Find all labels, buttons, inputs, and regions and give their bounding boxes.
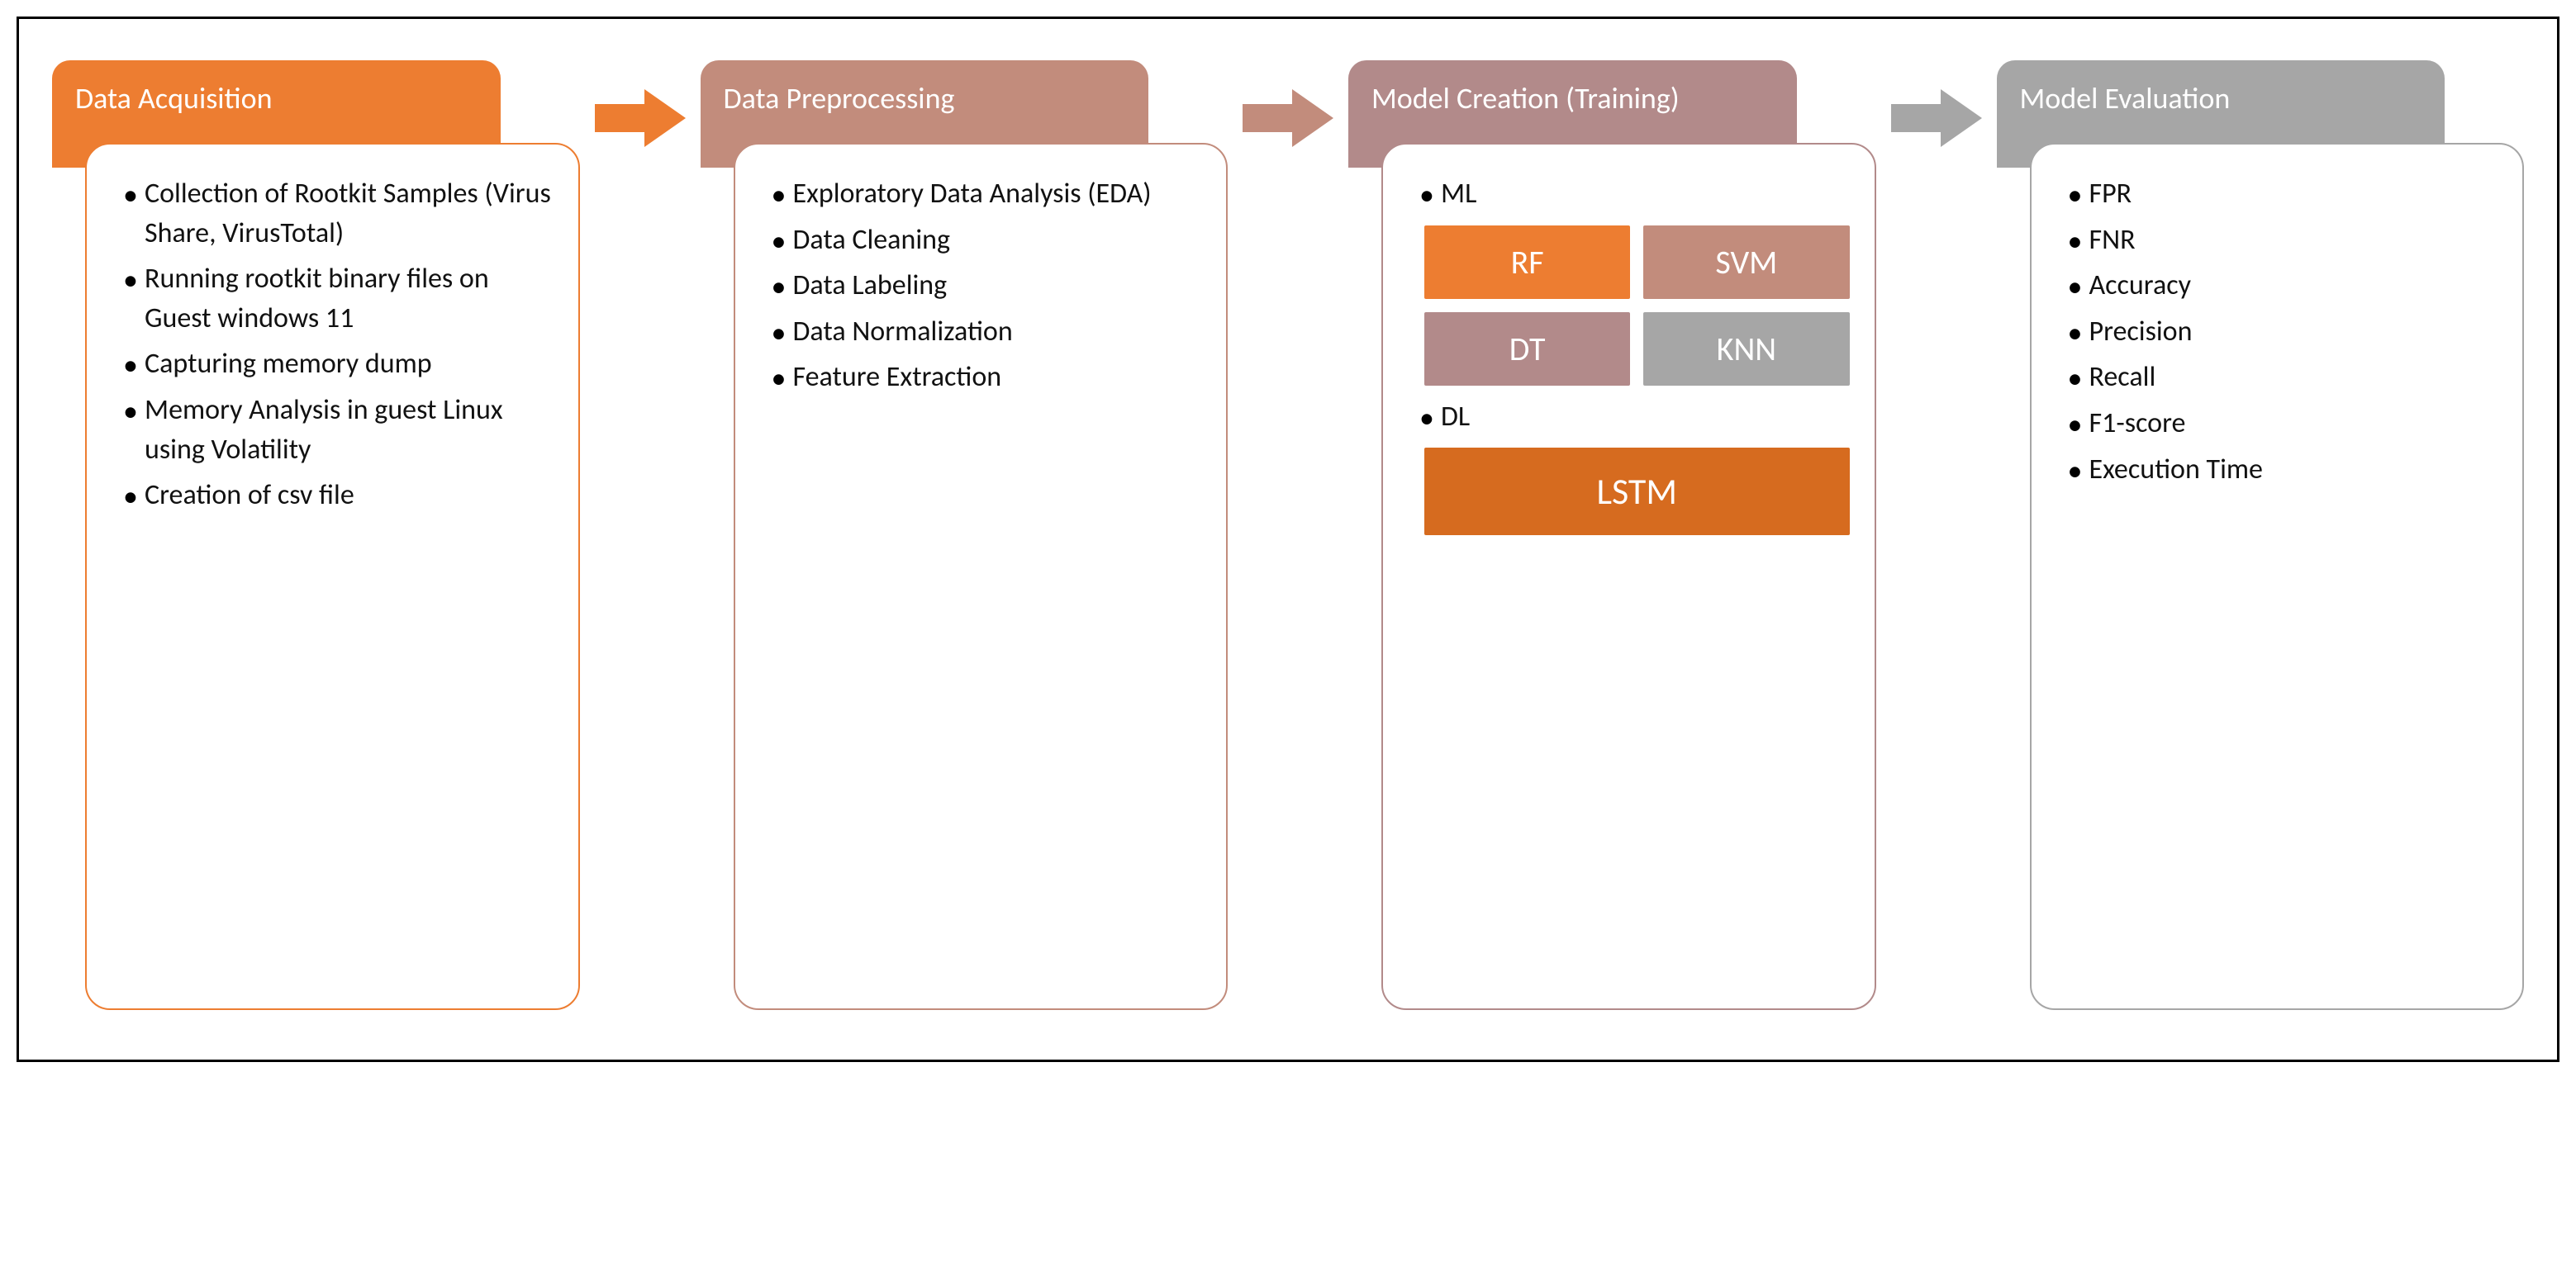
stage-data-preprocessing: Data Preprocessing Exploratory Data Anal… (701, 60, 1229, 1010)
model-dt: DT (1424, 312, 1630, 386)
arrow-right-icon (1243, 89, 1333, 147)
model-lstm: LSTM (1424, 448, 1850, 535)
stage-list-preprocessing: Exploratory Data Analysis (EDA) Data Cle… (768, 174, 1202, 397)
model-rf: RF (1424, 225, 1630, 299)
ml-model-grid: RF SVM DT KNN (1416, 225, 1850, 386)
dl-model-grid: LSTM (1416, 448, 1850, 535)
model-svm: SVM (1643, 225, 1849, 299)
stage-body-evaluation: FPR FNR Accuracy Precision Recall F1-sco… (2030, 143, 2525, 1010)
dl-label-list: DL (1416, 397, 1850, 437)
model-knn: KNN (1643, 312, 1849, 386)
list-item: Capturing memory dump (120, 344, 554, 384)
dl-label: DL (1416, 397, 1850, 437)
list-item: Data Normalization (768, 312, 1202, 352)
list-item: Exploratory Data Analysis (EDA) (768, 174, 1202, 214)
list-item: Recall (2065, 358, 2498, 397)
arrow-2 (1243, 60, 1333, 147)
stage-list-evaluation: FPR FNR Accuracy Precision Recall F1-sco… (2065, 174, 2498, 489)
list-item: F1-score (2065, 404, 2498, 443)
arrow-right-icon (1891, 89, 1982, 147)
list-item: Data Cleaning (768, 221, 1202, 260)
ml-label-list: ML (1416, 174, 1850, 214)
ml-label: ML (1416, 174, 1850, 214)
stage-body-acquisition: Collection of Rootkit Samples (Virus Sha… (85, 143, 580, 1010)
list-item: Execution Time (2065, 450, 2498, 490)
stage-model-evaluation: Model Evaluation FPR FNR Accuracy Precis… (1997, 60, 2525, 1010)
arrow-right-icon (595, 89, 686, 147)
list-item: Memory Analysis in guest Linux using Vol… (120, 391, 554, 469)
list-item: Running rootkit binary files on Guest wi… (120, 259, 554, 338)
list-item: Data Labeling (768, 266, 1202, 306)
stage-body-preprocessing: Exploratory Data Analysis (EDA) Data Cle… (734, 143, 1229, 1010)
list-item: Collection of Rootkit Samples (Virus Sha… (120, 174, 554, 253)
stage-data-acquisition: Data Acquisition Collection of Rootkit S… (52, 60, 580, 1010)
arrow-1 (595, 60, 686, 147)
list-item: Creation of csv file (120, 476, 554, 515)
list-item: FPR (2065, 174, 2498, 214)
diagram-frame: Data Acquisition Collection of Rootkit S… (17, 17, 2559, 1062)
stage-body-creation: ML RF SVM DT KNN DL LSTM (1381, 143, 1876, 1010)
list-item: Precision (2065, 312, 2498, 352)
flow-container: Data Acquisition Collection of Rootkit S… (52, 60, 2524, 1010)
list-item: FNR (2065, 221, 2498, 260)
stage-model-creation: Model Creation (Training) ML RF SVM DT K… (1348, 60, 1876, 1010)
stage-list-acquisition: Collection of Rootkit Samples (Virus Sha… (120, 174, 554, 515)
arrow-3 (1891, 60, 1982, 147)
list-item: Feature Extraction (768, 358, 1202, 397)
list-item: Accuracy (2065, 266, 2498, 306)
